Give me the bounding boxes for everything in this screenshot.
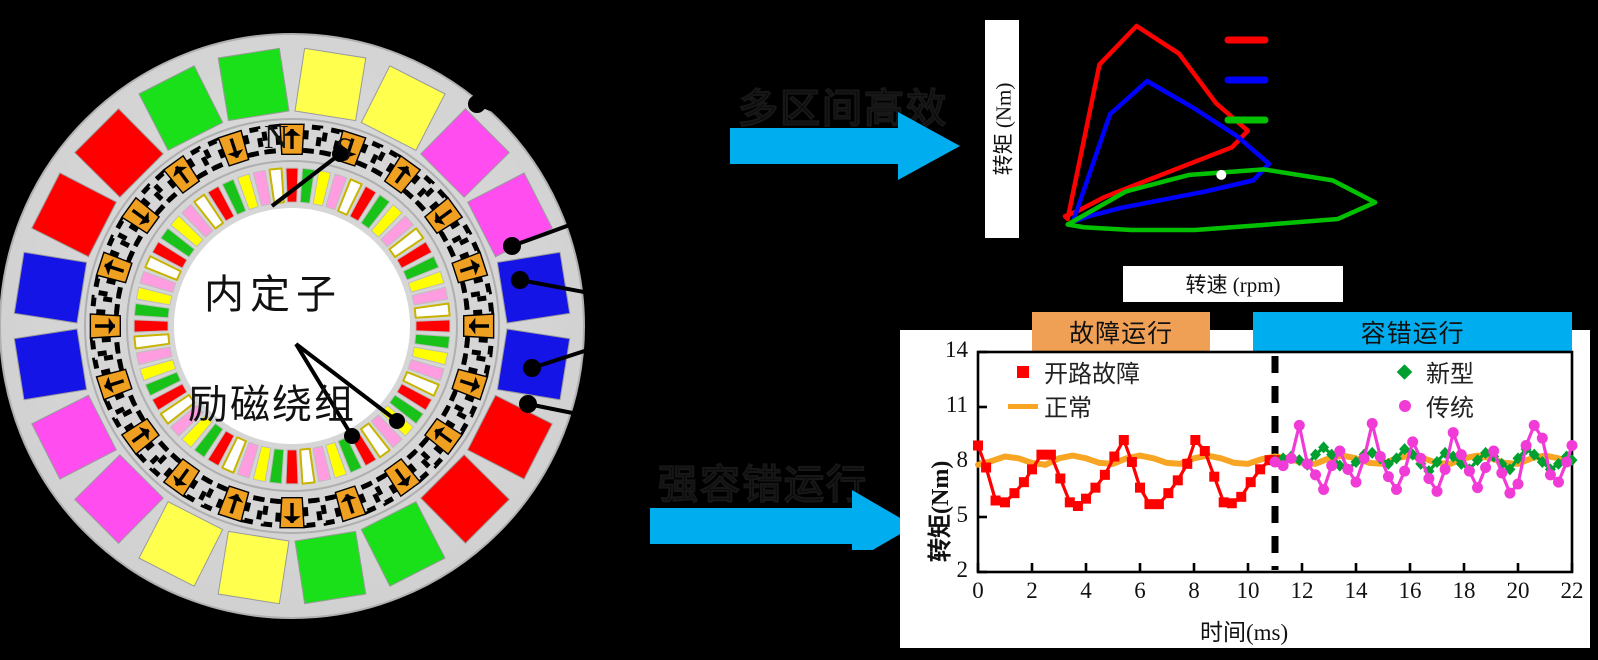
legend-new-type-label: 新型 (1426, 362, 1474, 388)
torque-time-plot-area (973, 350, 1578, 574)
bottom-chart-xtick: 8 (1188, 578, 1200, 603)
inner-stator-windings (133, 167, 451, 485)
banner-ft-label: 容错运行 (1360, 321, 1465, 348)
banner-fault-label: 故障运行 (1069, 321, 1174, 348)
arrow-top-group: 多区间高效 (700, 60, 1020, 180)
top-chart-ylabel: 转矩 (Nm) (985, 20, 1019, 238)
torque-speed-chart: 转矩 (Nm) 转速 (rpm) (960, 8, 1380, 308)
bottom-chart-xtick: 20 (1506, 578, 1530, 603)
leader-lines (270, 95, 592, 444)
bottom-chart-xlabel: 时间(ms) (1200, 620, 1289, 645)
field-winding-label: 励磁绕组 (188, 382, 356, 427)
bottom-chart-xtick: 4 (1080, 578, 1092, 603)
bottom-chart-ytick: 5 (956, 502, 969, 527)
bottom-chart-xtick: 6 (1134, 578, 1146, 603)
bottom-chart-ytick: 2 (956, 557, 969, 582)
legend-new-type: 新型 (1390, 354, 1474, 389)
bottom-chart-xtick: 10 (1236, 578, 1260, 603)
rotor-magnets-and-brackets (89, 123, 495, 529)
legend-diamond-marker-icon (1390, 363, 1420, 380)
torque-time-chart: 故障运行 容错运行 转矩(Nm) 开路故障 正常 新型 传统 2 5 8 11 14 0… (900, 312, 1590, 648)
arrow-bottom-group: 强容错运行 (640, 430, 960, 550)
legend-normal: 正常 (1008, 388, 1092, 423)
torque-speed-plot-area (1062, 23, 1378, 233)
top-chart-xlabel: 转速 (rpm) (1123, 266, 1343, 302)
legend-line-marker-icon (1008, 404, 1038, 409)
bottom-chart-xtick: 2 (1026, 578, 1038, 603)
bottom-chart-xtick: 0 (972, 578, 984, 603)
bottom-chart-xtick: 12 (1290, 578, 1314, 603)
bottom-chart-xtick: 22 (1560, 578, 1584, 603)
bottom-chart-ytick: 14 (945, 337, 968, 362)
bottom-chart-xtick: 18 (1452, 578, 1476, 603)
inner-stator-label: 内定子 (204, 272, 342, 317)
bottom-chart-xtick: 16 (1398, 578, 1422, 603)
legend-square-marker-icon (1008, 365, 1038, 378)
banner-fault-tolerant-operation: 容错运行 (1253, 312, 1572, 352)
arrow-bottom-caption: 强容错运行 (658, 463, 868, 508)
legend-traditional-label: 传统 (1426, 396, 1474, 422)
outer-armature-coils (13, 47, 571, 605)
bottom-chart-xtick: 14 (1344, 578, 1368, 603)
legend-traditional: 传统 (1390, 388, 1474, 423)
legend-open-circuit-fault-label: 开路故障 (1044, 362, 1140, 388)
bottom-chart-ytick: 11 (945, 392, 968, 417)
arrow-top-icon (730, 112, 960, 180)
arrow-bottom-icon (650, 490, 914, 550)
north-pole-label: N (264, 119, 289, 156)
bottom-chart-ytick: 8 (956, 447, 969, 472)
top-chart-xlabel-text: 转速 (rpm) (1185, 273, 1281, 297)
banner-fault-operation: 故障运行 (1032, 312, 1211, 352)
motor-cross-section: N S 内定子 励磁绕组 (0, 33, 592, 619)
legend-circle-marker-icon (1390, 399, 1420, 412)
legend-open-circuit-fault: 开路故障 (1008, 354, 1140, 389)
legend-normal-label: 正常 (1044, 396, 1092, 422)
